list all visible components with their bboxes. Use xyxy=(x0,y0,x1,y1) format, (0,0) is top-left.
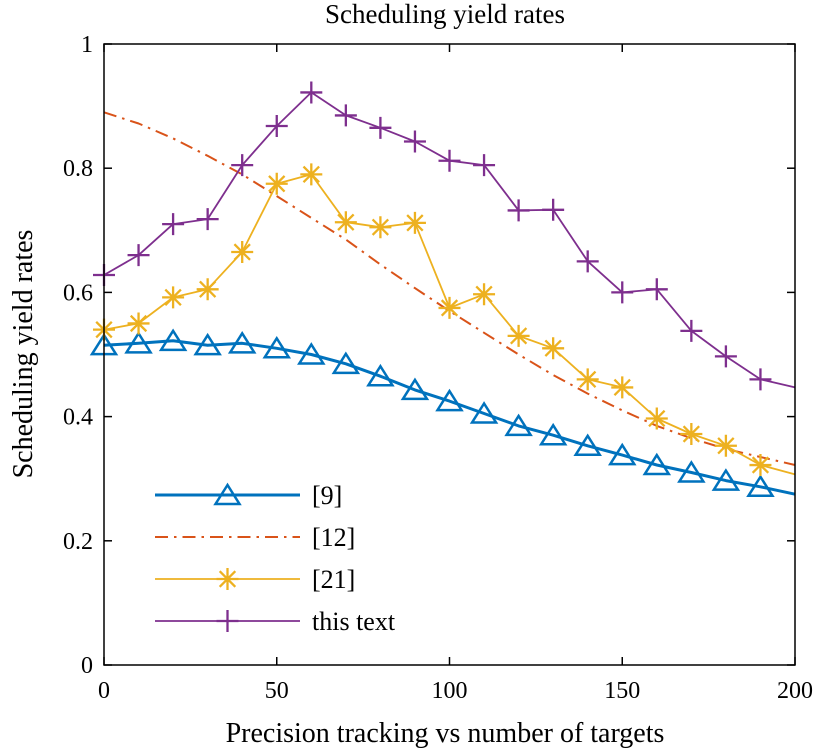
data-point xyxy=(196,208,219,231)
data-point xyxy=(300,163,323,186)
data-point xyxy=(196,278,219,301)
data-point xyxy=(331,351,361,375)
data-point xyxy=(369,216,392,239)
x-tick-label: 200 xyxy=(777,678,813,704)
data-point xyxy=(576,250,599,273)
series-line xyxy=(103,339,796,496)
data-point xyxy=(473,283,496,306)
data-point xyxy=(162,213,185,236)
data-point xyxy=(507,199,530,222)
data-point xyxy=(162,286,185,309)
data-point xyxy=(300,81,323,104)
data-point xyxy=(369,116,392,139)
data-point xyxy=(645,407,668,430)
series-4 xyxy=(93,81,796,391)
data-point xyxy=(611,376,634,399)
series-line xyxy=(103,91,796,389)
data-point xyxy=(265,172,288,195)
legend-marker xyxy=(216,610,239,632)
legend-item: [9] xyxy=(155,481,342,510)
data-point xyxy=(435,388,464,412)
legend-marker xyxy=(216,568,239,590)
series-line xyxy=(103,111,796,466)
data-point xyxy=(611,281,634,304)
legend-label: this text xyxy=(312,607,396,636)
x-tick-label: 150 xyxy=(604,678,640,704)
x-tick-label: 100 xyxy=(432,678,468,704)
data-point xyxy=(714,434,737,457)
chart-title: Scheduling yield rates xyxy=(325,0,565,29)
data-point xyxy=(576,368,599,391)
y-tick-label: 0.8 xyxy=(63,156,93,182)
data-point xyxy=(366,363,395,387)
data-point xyxy=(438,296,461,319)
series-layer xyxy=(89,81,796,498)
data-point xyxy=(403,211,426,234)
data-point xyxy=(680,319,703,342)
legend-label: [12] xyxy=(312,523,355,552)
x-tick-label: 50 xyxy=(265,678,289,704)
data-point xyxy=(680,422,703,445)
data-point xyxy=(507,324,530,347)
data-point xyxy=(469,401,499,424)
data-point xyxy=(542,337,565,360)
legend-marker xyxy=(213,482,242,506)
data-point xyxy=(711,468,741,491)
data-point xyxy=(127,244,150,267)
data-point xyxy=(227,330,257,354)
data-point xyxy=(749,368,772,391)
series-2 xyxy=(103,111,796,466)
data-point xyxy=(607,442,637,466)
data-point xyxy=(231,241,254,264)
y-axis-label: Scheduling yield rates xyxy=(8,230,39,479)
data-point xyxy=(714,345,737,368)
x-tick-label: 0 xyxy=(98,678,110,704)
data-point xyxy=(542,198,565,221)
axis-ticks: 0 50 100 150 200 0 0.2 0.4 0.6 0.8 1 xyxy=(63,32,813,704)
data-point xyxy=(334,104,357,127)
series-3 xyxy=(93,163,796,477)
data-point xyxy=(746,474,775,498)
legend: [9] [12] [21] this text xyxy=(155,481,396,636)
x-axis-label: Precision tracking vs number of targets xyxy=(226,718,665,749)
data-point xyxy=(265,114,288,137)
data-point xyxy=(124,330,153,354)
y-tick-label: 0.6 xyxy=(63,280,93,306)
data-point xyxy=(677,460,706,483)
legend-label: [9] xyxy=(312,481,342,510)
legend-item: [12] xyxy=(155,523,355,552)
series-1 xyxy=(89,328,796,498)
data-point xyxy=(473,154,496,177)
data-point xyxy=(400,377,430,401)
data-point xyxy=(334,211,357,234)
legend-item: [21] xyxy=(155,565,355,594)
data-point xyxy=(642,452,672,476)
data-point xyxy=(749,454,772,477)
data-point xyxy=(645,278,668,301)
data-point xyxy=(193,332,222,356)
y-tick-label: 0.2 xyxy=(63,529,93,555)
legend-item: this text xyxy=(155,607,396,636)
data-point xyxy=(573,433,602,457)
y-tick-label: 0.4 xyxy=(63,405,93,431)
data-point xyxy=(231,154,254,177)
data-point xyxy=(297,342,326,365)
legend-label: [21] xyxy=(312,565,355,594)
data-point xyxy=(158,328,188,352)
data-point xyxy=(262,335,292,359)
data-point xyxy=(403,130,426,153)
y-tick-label: 1 xyxy=(81,32,93,58)
data-point xyxy=(538,422,568,446)
data-point xyxy=(127,312,150,335)
data-point xyxy=(438,149,461,172)
y-tick-label: 0 xyxy=(81,653,93,679)
data-point xyxy=(504,413,533,437)
